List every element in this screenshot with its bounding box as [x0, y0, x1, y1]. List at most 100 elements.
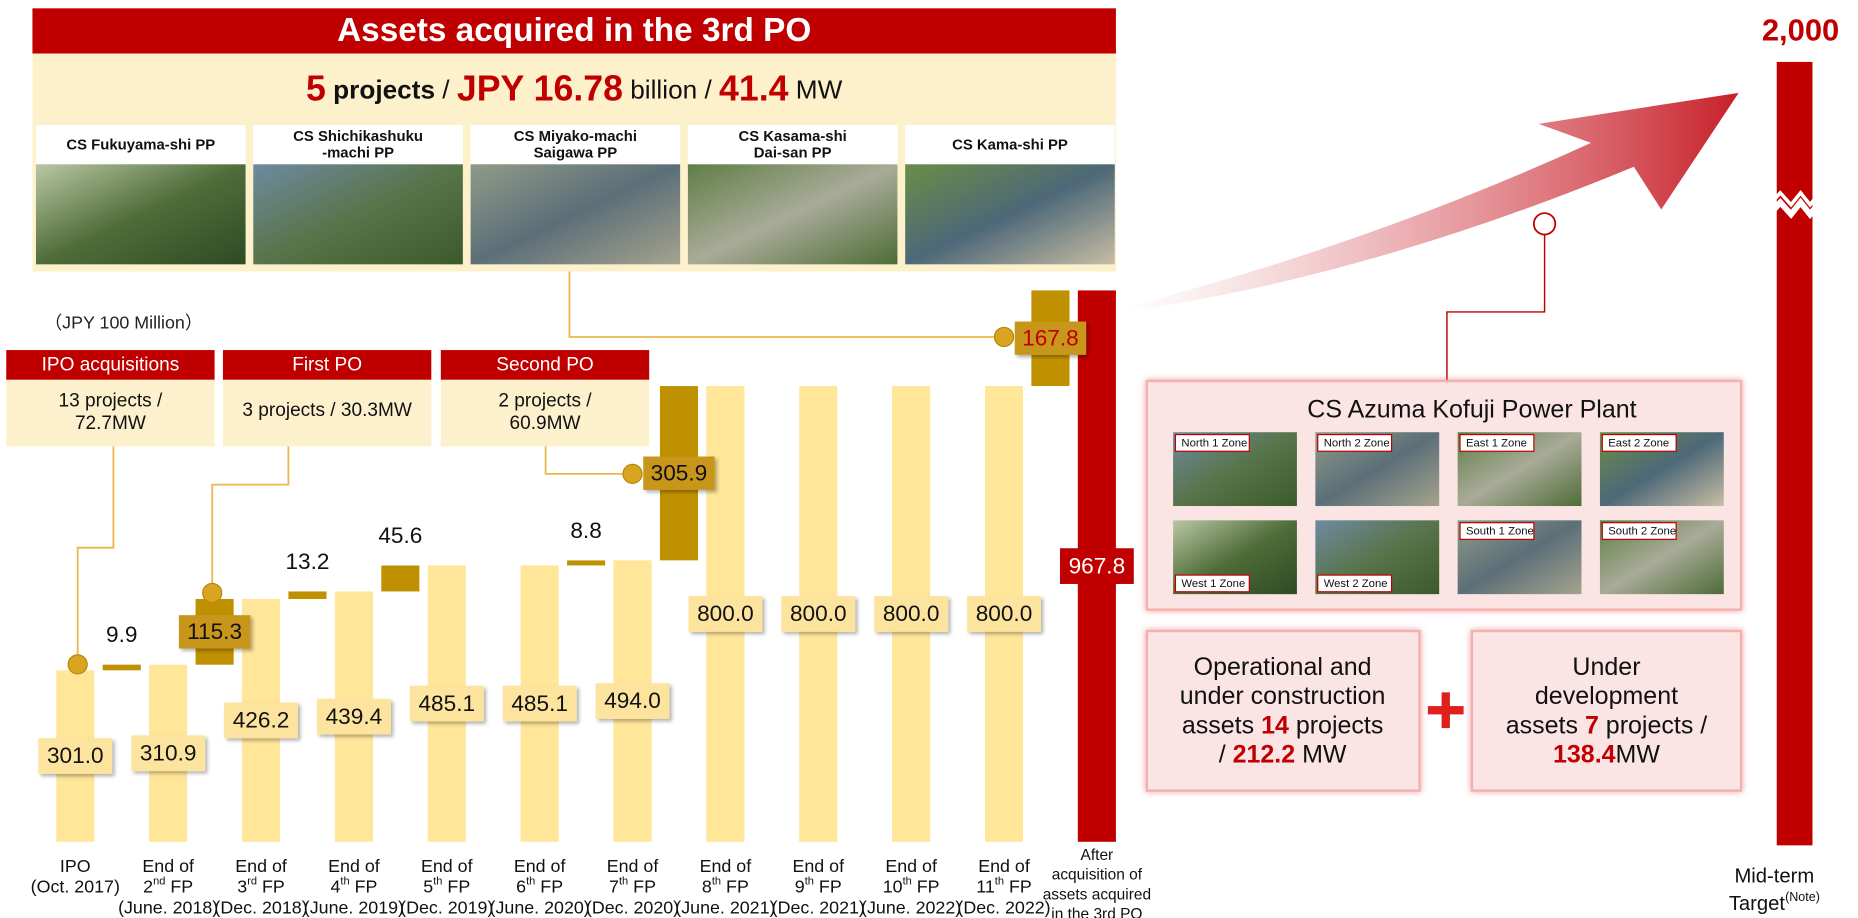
zone-label-bg: [1174, 433, 1250, 452]
x-tick-label: (Dec. 2021): [772, 897, 865, 917]
x-tick-label: (June. 2022): [861, 897, 961, 917]
x-tick-label: IPO: [60, 856, 91, 876]
connectors: [76, 271, 1005, 665]
pipeline-text: development: [1535, 682, 1678, 710]
x-tick-label: 7th FP: [609, 876, 656, 897]
axis-break: [1767, 197, 1822, 220]
value-label-bg: [1059, 548, 1134, 584]
pipeline-box: [1470, 629, 1743, 792]
plant-photo: [687, 164, 898, 265]
axis-break: [1768, 190, 1822, 208]
increment-label: 167.8: [1022, 325, 1079, 350]
pipeline-text: assets 7 projects /: [1506, 711, 1708, 739]
text-part: projects /: [1599, 711, 1707, 739]
text-part: nd: [153, 876, 165, 888]
text-part: (June. 2020): [490, 897, 590, 917]
plus-sign: [1427, 692, 1464, 729]
value-label: 310.9: [140, 740, 197, 765]
emphasis: JPY 16.78: [457, 69, 623, 109]
plant-photo: [36, 164, 246, 265]
x-tick-label: 3rd FP: [237, 876, 285, 897]
text-part: End of: [700, 856, 752, 876]
text-part: th: [903, 876, 912, 888]
text-part: (June. 2019): [304, 897, 404, 917]
zone-label: South 1 Zone: [1466, 526, 1534, 538]
value-label: 485.1: [418, 691, 475, 716]
text-part: (Oct. 2017): [31, 876, 120, 896]
value-label: 494.0: [604, 688, 661, 713]
pipeline-box: [1145, 629, 1421, 792]
text-part: 5: [423, 876, 433, 896]
value-label: 439.4: [326, 704, 383, 729]
text-part: IPO: [60, 856, 91, 876]
increment-bar: [381, 565, 420, 592]
header-band: [32, 8, 1116, 54]
increment-label: 13.2: [285, 549, 329, 574]
value-label-bg: [595, 683, 670, 719]
po-desc-bg: [222, 379, 432, 447]
text-part: FP: [721, 876, 749, 896]
x-tick-label: 11th FP: [976, 876, 1032, 897]
increment-label: 115.3: [187, 619, 242, 644]
text-part: in the 3rd PO: [1051, 906, 1142, 918]
value-label: 485.1: [511, 691, 568, 716]
x-tick-label: (Dec. 2022): [957, 897, 1050, 917]
emphasis: 212.2: [1233, 740, 1296, 768]
azuma-title: CS Azuma Kofuji Power Plant: [1307, 395, 1636, 423]
po-desc: 60.9MW: [510, 413, 581, 434]
text-part: Dai-san PP: [754, 146, 832, 162]
text-part: th: [433, 876, 442, 888]
target-bar: [1776, 61, 1813, 846]
value-label-bg: [317, 698, 391, 735]
text-part: FP: [814, 876, 842, 896]
arrow-connector: [1446, 234, 1546, 382]
emphasis: 5: [306, 69, 326, 109]
value-label-bg: [502, 685, 577, 722]
pipeline-text: 138.4MW: [1553, 740, 1660, 768]
x-tick-label: (June. 2019): [304, 897, 404, 917]
x-tick-label: (June. 2018): [118, 897, 218, 917]
plant-photo: [470, 164, 681, 265]
text-part: 11: [976, 876, 995, 896]
text-part: (Dec. 2019): [400, 897, 493, 917]
text-part: 60.9MW: [510, 413, 581, 434]
text-part: th: [995, 876, 1004, 888]
emphasis: 14: [1261, 711, 1289, 739]
growth-arrow: [1125, 92, 1739, 312]
increment-label-bg: [1014, 321, 1087, 355]
pipeline-text: / 212.2 MW: [1219, 740, 1347, 768]
po-desc-bg: [6, 379, 215, 447]
plant-photo: [905, 164, 1115, 265]
text-part: billion /: [623, 75, 719, 105]
value-label: 967.8: [1069, 553, 1126, 578]
increment-label: 305.9: [651, 460, 708, 485]
po-desc: 72.7MW: [75, 413, 146, 434]
text-part: /: [1219, 740, 1233, 768]
plant-photo: [253, 164, 463, 265]
header-title: Assets acquired in the 3rd PO: [337, 12, 811, 49]
po-header: [6, 350, 215, 380]
text-part: 2 projects /: [498, 390, 592, 411]
text-part: FP: [257, 876, 285, 896]
text-part: (June. 2022): [861, 897, 961, 917]
zone-label-bg: [1317, 433, 1393, 452]
text-part: End of: [328, 856, 380, 876]
text-part: FP: [628, 876, 656, 896]
text-part: 6: [516, 876, 526, 896]
x-tick-label: 6th FP: [516, 876, 563, 897]
po-header: [222, 350, 432, 380]
po-groups: IPO acquisitions 13 projects /72.7MW First…: [6, 350, 650, 447]
zone-label-bg: [1317, 574, 1393, 593]
text-part: -machi PP: [322, 146, 394, 162]
text-part: 72.7MW: [75, 413, 146, 434]
plant-name: Saigawa PP: [534, 146, 618, 162]
value-label: 301.0: [47, 743, 104, 768]
value-label-bg: [874, 596, 949, 632]
text-part: 3: [237, 876, 247, 896]
text-part: assets: [1182, 711, 1261, 739]
text-part: Under: [1572, 653, 1640, 681]
target-label: 2,000: [1762, 12, 1839, 47]
text-part: 7: [609, 876, 619, 896]
emphasis: 138.4: [1553, 740, 1616, 768]
